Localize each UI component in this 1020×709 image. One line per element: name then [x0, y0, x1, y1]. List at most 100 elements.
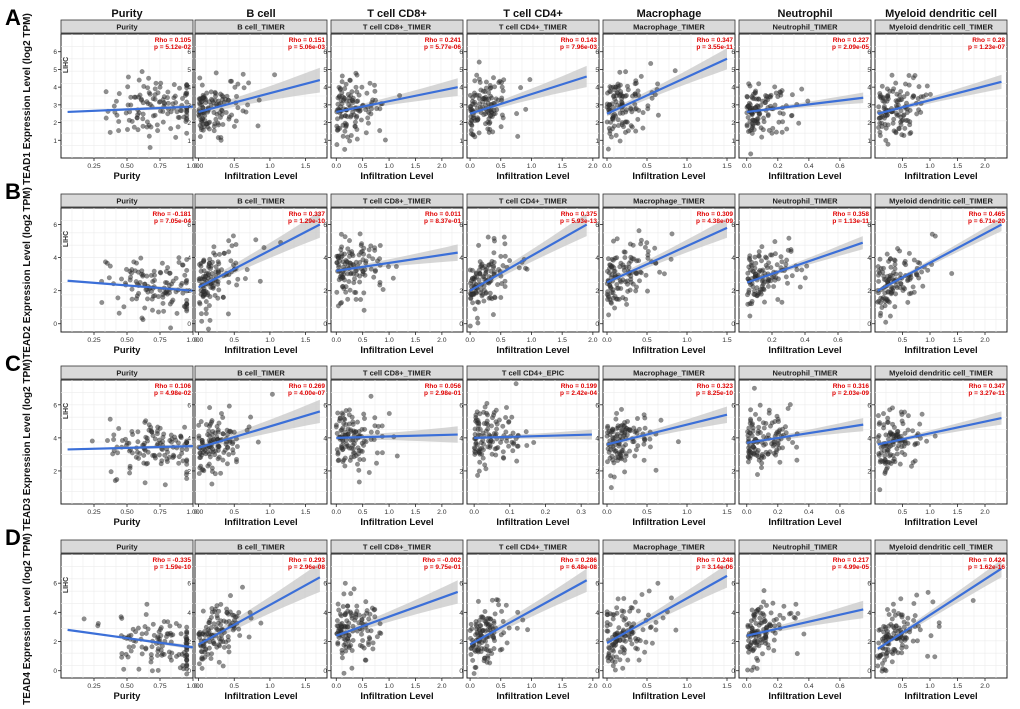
scatter-point	[219, 411, 224, 416]
scatter-point	[343, 444, 349, 449]
scatter-point	[344, 259, 350, 264]
scatter-point	[489, 451, 495, 457]
x-axis-label: Infiltration Level	[768, 691, 841, 702]
scatter-point	[612, 448, 618, 454]
y-tick-label: 2	[867, 120, 871, 127]
panel-strip-label: T cell CD4+_TIMER	[499, 543, 568, 552]
scatter-point	[633, 128, 639, 134]
scatter-point	[929, 231, 935, 237]
x-tick-label: 0.2	[773, 509, 783, 516]
scatter-point	[373, 97, 378, 103]
scatter-point	[636, 657, 642, 663]
regression-line	[336, 86, 458, 114]
y-tick-label: 0	[731, 321, 735, 328]
scatter-point	[887, 272, 893, 278]
y-tick-label: 4	[187, 85, 191, 92]
scatter-point	[515, 609, 521, 615]
scatter-point	[919, 269, 925, 275]
scatter-point	[209, 481, 215, 487]
x-tick-label: 1.0	[265, 509, 275, 516]
x-tick-label: 0.5	[358, 337, 368, 344]
scatter-point	[216, 608, 222, 614]
scatter-point	[623, 638, 628, 644]
scatter-point	[645, 612, 651, 618]
scatter-point	[606, 428, 612, 434]
x-tick-label: 0.4	[804, 683, 814, 690]
y-tick-label: 4	[459, 255, 463, 262]
scatter-point	[372, 606, 378, 612]
scatter-point	[174, 310, 180, 316]
scatter-point	[784, 126, 790, 132]
scatter-point	[652, 245, 658, 251]
scatter-point	[509, 414, 515, 420]
x-tick-label: 0.5	[496, 683, 506, 690]
scatter-point	[371, 274, 377, 280]
scatter-point	[342, 612, 348, 618]
x-tick-label: 1.5	[301, 163, 311, 170]
x-tick-label: 0.1	[505, 509, 515, 516]
scatter-point	[640, 627, 646, 633]
scatter-point	[197, 629, 203, 635]
scatter-point	[789, 92, 795, 98]
scatter-point	[617, 264, 623, 270]
scatter-point	[757, 402, 763, 408]
p-value: p = 5.77e-06	[424, 44, 461, 51]
y-tick-label: 3	[595, 102, 599, 109]
x-tick-label: 2.0	[588, 683, 598, 690]
scatter-point	[917, 421, 923, 427]
scatter-point	[897, 285, 903, 291]
x-axis-label: Infiltration Level	[496, 691, 569, 702]
scatter-point	[209, 609, 215, 615]
rho-value: Rho = 0.143	[561, 37, 598, 44]
x-tick-label: 1.0	[682, 337, 692, 344]
scatter-point	[149, 296, 155, 302]
scatter-point	[927, 91, 933, 97]
scatter-point	[622, 249, 628, 255]
scatter-point	[914, 272, 920, 278]
y-tick-label: 6	[53, 49, 57, 56]
scatter-point	[184, 82, 190, 88]
scatter-point	[657, 269, 663, 275]
scatter-point	[745, 454, 751, 460]
scatter-point	[936, 624, 942, 629]
scatter-point	[253, 237, 259, 243]
scatter-point	[157, 84, 163, 90]
scatter-point	[612, 667, 618, 673]
scatter-point	[756, 249, 762, 255]
scatter-point	[896, 625, 902, 631]
p-value: p = 8.25e-10	[696, 390, 733, 397]
scatter-point	[785, 247, 791, 253]
scatter-point	[483, 466, 489, 472]
scatter-point	[240, 71, 246, 77]
p-value: p = 2.42e-04	[560, 390, 597, 397]
scatter-point	[220, 294, 226, 300]
rho-value: Rho = 0.424	[969, 557, 1006, 564]
scatter-point	[335, 641, 341, 647]
scatter-point	[486, 262, 492, 268]
scatter-point	[347, 138, 353, 144]
scatter-point	[492, 611, 498, 617]
y-tick-label: 0	[323, 321, 327, 328]
scatter-point	[624, 119, 630, 125]
scatter-point	[777, 110, 783, 116]
scatter-point	[631, 439, 637, 445]
scatter-point	[891, 116, 897, 122]
scatter-point	[345, 246, 351, 252]
x-tick-label: 1.00	[186, 163, 199, 170]
scatter-point	[147, 145, 153, 150]
scatter-point	[347, 77, 353, 83]
scatter-point	[621, 596, 627, 601]
y-tick-label: 4	[323, 255, 327, 262]
scatter-point	[138, 255, 144, 261]
x-tick-label: 0.6	[833, 337, 843, 344]
scatter-point	[645, 106, 651, 112]
scatter-point	[619, 644, 625, 650]
scatter-point	[877, 133, 883, 139]
x-tick-label: 0.50	[120, 163, 133, 170]
scatter-point	[499, 112, 505, 118]
scatter-point	[765, 451, 771, 457]
scatter-point	[143, 418, 149, 424]
x-tick-label: 0.0	[602, 337, 612, 344]
